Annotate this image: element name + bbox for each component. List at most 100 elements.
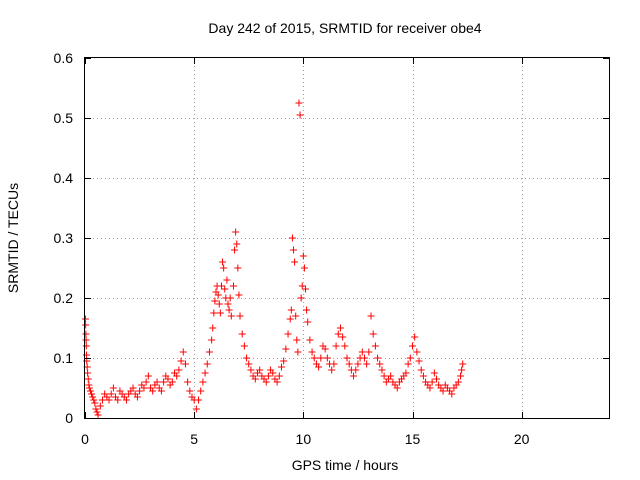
data-point [236, 312, 244, 320]
data-point [140, 384, 148, 392]
data-point [448, 390, 456, 398]
data-point [303, 306, 311, 314]
data-point [181, 360, 189, 368]
data-point [144, 372, 152, 380]
data-point [433, 375, 441, 383]
data-point [225, 306, 233, 314]
data-point [160, 378, 168, 386]
y-tick-label: 0.2 [54, 290, 74, 306]
data-point [393, 384, 401, 392]
data-point [380, 372, 388, 380]
data-point [86, 387, 94, 395]
data-point [264, 372, 272, 380]
data-point [287, 306, 295, 314]
data-point [129, 384, 137, 392]
data-point [406, 354, 414, 362]
data-point [459, 360, 467, 368]
data-point [275, 372, 283, 380]
data-point [114, 396, 122, 404]
data-point [90, 396, 98, 404]
data-point [98, 396, 106, 404]
data-point [334, 330, 342, 338]
data-point [220, 264, 228, 272]
data-point [153, 378, 161, 386]
data-point [94, 411, 102, 419]
data-point [369, 330, 377, 338]
data-point [122, 396, 130, 404]
data-point [107, 390, 115, 398]
data-point [378, 366, 386, 374]
data-point [387, 372, 395, 380]
data-point [278, 363, 285, 371]
data-point [295, 99, 303, 107]
data-point [216, 309, 224, 317]
data-point [92, 405, 100, 413]
data-point [179, 348, 187, 356]
y-tick-label: 0.5 [54, 110, 74, 126]
x-tick-label: 20 [514, 431, 530, 447]
data-point [256, 366, 264, 374]
data-point [367, 312, 375, 320]
data-point [293, 336, 301, 344]
data-point [306, 336, 314, 344]
data-point [413, 348, 421, 356]
data-point [417, 366, 425, 374]
data-point [84, 369, 92, 377]
data-point [235, 291, 243, 299]
data-point [273, 378, 281, 386]
data-point [201, 369, 209, 377]
data-point [341, 342, 349, 350]
data-point [91, 399, 99, 407]
data-point [426, 384, 434, 392]
data-point [269, 369, 277, 377]
data-point [304, 318, 312, 326]
data-point [457, 372, 465, 380]
data-point [238, 330, 246, 338]
data-point [184, 378, 192, 386]
data-point [321, 345, 329, 353]
data-point [371, 342, 379, 350]
data-point [354, 360, 362, 368]
data-point [428, 378, 436, 386]
data-point [284, 330, 292, 338]
data-point [360, 354, 368, 362]
data-point [439, 387, 447, 395]
data-point [332, 342, 340, 350]
data-point [243, 354, 251, 362]
data-point [310, 354, 318, 362]
data-point [374, 354, 382, 362]
data-point [109, 384, 117, 392]
data-point [208, 336, 216, 344]
data-point [308, 348, 316, 356]
data-point [229, 282, 237, 290]
data-point [164, 375, 172, 383]
data-point [365, 348, 373, 356]
y-tick-label: 0.4 [54, 170, 74, 186]
data-points [81, 99, 467, 419]
data-point [136, 387, 144, 395]
data-point [411, 333, 419, 341]
data-point [409, 342, 416, 350]
data-point [343, 354, 351, 362]
data-point [157, 387, 165, 395]
data-point [317, 354, 325, 362]
data-point [415, 357, 423, 365]
data-point [84, 375, 92, 383]
data-point [177, 357, 185, 365]
y-axis-label: SRMTID / TECUs [5, 183, 21, 293]
data-point [376, 360, 384, 368]
data-point [203, 360, 211, 368]
data-point [290, 246, 298, 254]
data-point [363, 360, 371, 368]
data-point [299, 252, 307, 260]
data-point [168, 378, 176, 386]
plot-frame [84, 57, 610, 419]
data-point [232, 228, 240, 236]
data-point [224, 300, 232, 308]
data-point [205, 348, 213, 356]
data-point [199, 378, 207, 386]
data-point [96, 402, 104, 410]
data-point [82, 321, 90, 329]
data-point [291, 258, 299, 266]
